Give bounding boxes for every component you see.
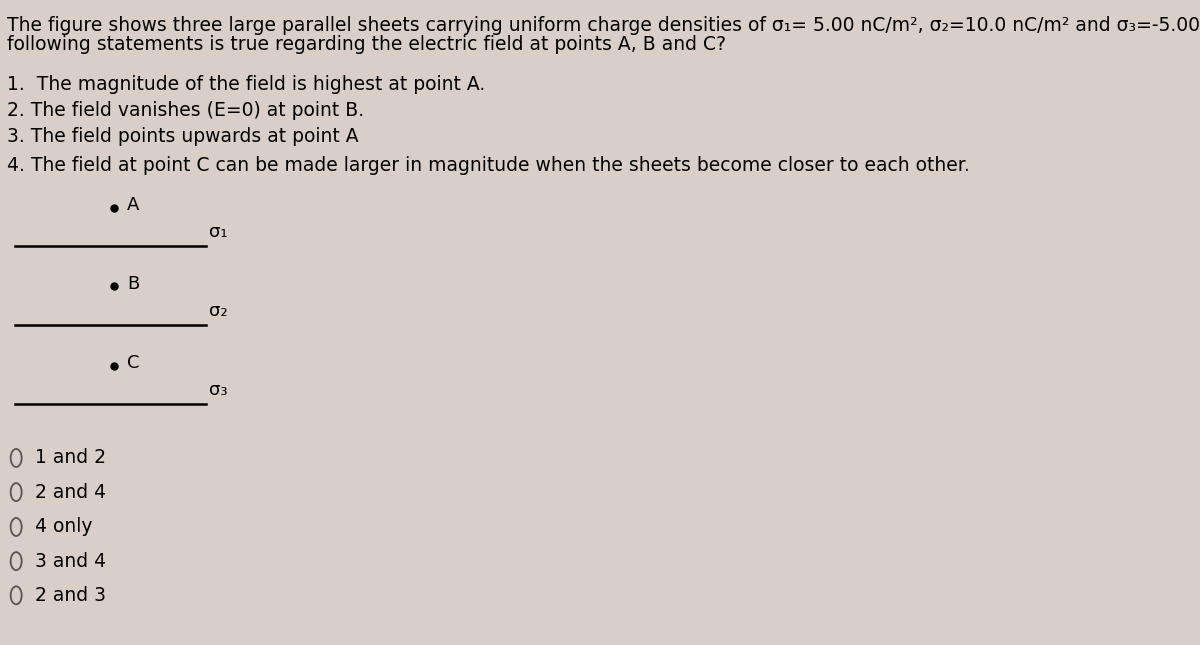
Text: σ₁: σ₁ <box>209 223 228 241</box>
Text: 3 and 4: 3 and 4 <box>35 551 107 571</box>
Text: σ₃: σ₃ <box>209 381 228 399</box>
Text: C: C <box>127 354 139 372</box>
Text: B: B <box>127 275 139 293</box>
Text: A: A <box>127 196 139 214</box>
Text: σ₂: σ₂ <box>209 302 228 320</box>
Text: 1.  The magnitude of the field is highest at point A.: 1. The magnitude of the field is highest… <box>7 75 486 94</box>
Text: 4 only: 4 only <box>35 517 92 537</box>
Text: following statements is true regarding the electric field at points A, B and C?: following statements is true regarding t… <box>7 35 726 54</box>
Text: 2. The field vanishes (E=0) at point B.: 2. The field vanishes (E=0) at point B. <box>7 101 365 120</box>
Text: 3. The field points upwards at point A: 3. The field points upwards at point A <box>7 127 359 146</box>
Text: 2 and 3: 2 and 3 <box>35 586 107 605</box>
Text: 1 and 2: 1 and 2 <box>35 448 107 468</box>
Text: The figure shows three large parallel sheets carrying uniform charge densities o: The figure shows three large parallel sh… <box>7 16 1200 35</box>
Text: 4. The field at point C can be made larger in magnitude when the sheets become c: 4. The field at point C can be made larg… <box>7 156 970 175</box>
Text: 2 and 4: 2 and 4 <box>35 482 107 502</box>
